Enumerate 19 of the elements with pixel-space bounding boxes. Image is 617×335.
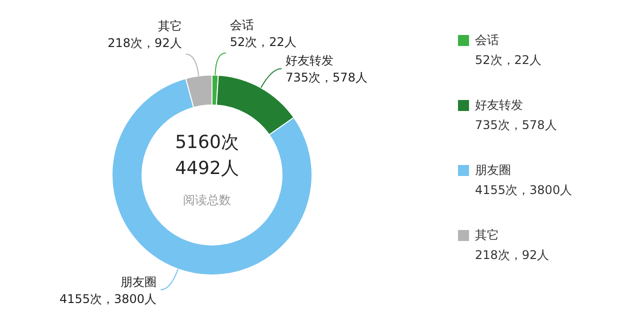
slice-label: 好友转发 [286,54,334,68]
text: 5160次 [175,132,239,153]
text: 218次，92人 [475,248,550,262]
data-label: 735次，578人 [286,70,368,85]
text: 4155次，3800人 [475,183,572,197]
data-label: 218次，92人 [108,36,182,50]
slice-label: 会话 [230,18,254,32]
legend-label: 好友转发 [475,97,523,114]
slice-label: 朋友圈 [120,274,157,289]
slice-label: 其它 [158,19,182,34]
legend-label: 其它 [475,227,499,244]
text: 阅读总数 [183,193,231,207]
legend-label: 会话 [475,32,499,49]
text: 52次，22人 [475,53,542,67]
text: 735次，578人 [475,118,557,132]
data-label: 4155次，3800人 [60,292,157,306]
data-label: 52次，22人 [230,35,296,50]
legend-label: 朋友圈 [475,162,511,179]
text: 4492人 [175,158,239,179]
